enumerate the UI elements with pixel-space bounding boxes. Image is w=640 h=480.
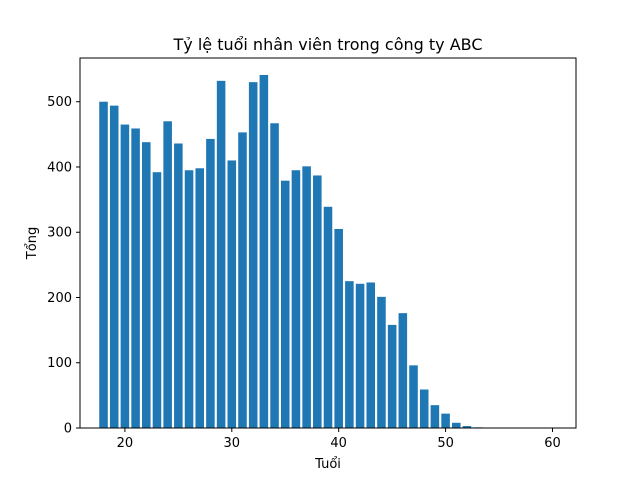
y-tick-label: 200 [47, 291, 72, 306]
bar-50 [441, 413, 450, 428]
bar-36 [291, 170, 301, 428]
y-tick-label: 0 [64, 422, 72, 437]
y-tick-label: 400 [47, 160, 72, 175]
bar-20 [120, 124, 130, 428]
x-axis-label: Tuổi [314, 457, 341, 472]
bar-40 [334, 228, 343, 428]
bar-41 [345, 281, 354, 428]
x-tick-label: 20 [117, 436, 134, 451]
bars [99, 74, 482, 429]
bar-47 [409, 365, 418, 428]
bar-30 [227, 160, 237, 429]
bar-38 [313, 175, 322, 428]
y-tick-label: 500 [47, 95, 72, 110]
y-tick-label: 300 [47, 226, 72, 241]
bar-21 [131, 128, 140, 428]
bar-48 [419, 389, 429, 428]
bar-34 [270, 123, 279, 428]
bar-46 [398, 313, 408, 428]
bar-33 [259, 74, 269, 428]
bar-51 [452, 422, 461, 428]
bar-18 [99, 101, 108, 428]
y-axis: 0 100 200 300 400 500 [47, 95, 80, 437]
y-tick-label: 100 [47, 356, 72, 371]
bar-29 [216, 80, 226, 428]
y-axis-label: Tổng [25, 227, 40, 260]
bar-22 [142, 142, 151, 428]
x-tick-label: 40 [330, 436, 347, 451]
x-tick-label: 50 [437, 436, 454, 451]
bar-25 [174, 143, 183, 428]
bar-31 [238, 132, 247, 428]
bar-26 [184, 170, 194, 428]
bar-28 [206, 138, 215, 428]
x-axis: 20 30 40 50 60 [117, 428, 561, 451]
bar-27 [195, 168, 204, 429]
bar-32 [248, 82, 258, 428]
bar-45 [387, 324, 397, 428]
bar-35 [280, 180, 290, 428]
bar-24 [163, 121, 172, 428]
x-tick-label: 30 [224, 436, 241, 451]
bar-37 [302, 166, 311, 428]
bar-23 [152, 172, 162, 428]
bar-39 [323, 206, 333, 428]
chart-title: Tỷ lệ tuổi nhân viên trong công ty ABC [172, 35, 482, 54]
bar-43 [366, 282, 376, 428]
plot-frame [79, 57, 577, 429]
bar-19 [109, 105, 119, 428]
bar-44 [377, 296, 386, 428]
bar-52 [462, 426, 472, 428]
bar-42 [355, 283, 365, 428]
x-tick-label: 60 [544, 436, 561, 451]
bar-49 [430, 405, 440, 428]
